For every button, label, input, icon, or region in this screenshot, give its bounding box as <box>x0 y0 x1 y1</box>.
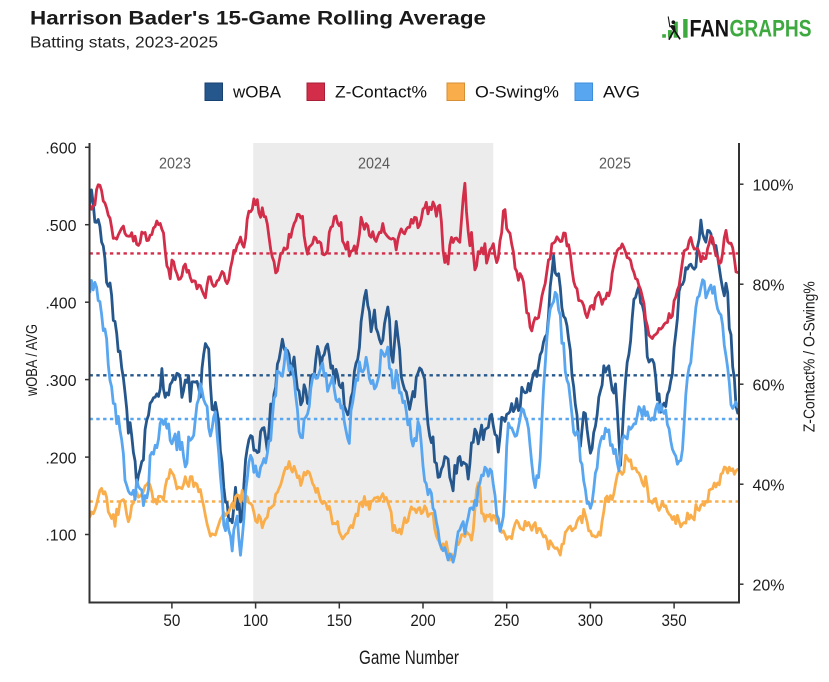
svg-text:Harrison Bader's 15-Game Rolli: Harrison Bader's 15-Game Rolling Average <box>30 8 486 30</box>
svg-text:O-Swing%: O-Swing% <box>475 83 559 101</box>
svg-text:100%: 100% <box>753 177 794 194</box>
svg-text:150: 150 <box>327 611 352 630</box>
svg-text:50: 50 <box>163 611 180 630</box>
svg-text:AVG: AVG <box>603 83 640 101</box>
svg-text:.100: .100 <box>45 528 76 545</box>
svg-text:40%: 40% <box>753 477 785 494</box>
svg-text:Game Number: Game Number <box>359 648 460 669</box>
svg-text:.300: .300 <box>45 373 76 390</box>
svg-text:.200: .200 <box>45 450 76 467</box>
svg-text:Z-Contact% / O-Swing%: Z-Contact% / O-Swing% <box>802 281 819 432</box>
svg-text:Z-Contact%: Z-Contact% <box>335 83 427 101</box>
svg-text:200: 200 <box>410 611 435 630</box>
svg-text:Batting stats, 2023-2025: Batting stats, 2023-2025 <box>30 35 218 52</box>
svg-text:2024: 2024 <box>358 155 390 172</box>
svg-text:350: 350 <box>661 611 686 630</box>
svg-text:wOBA / AVG: wOBA / AVG <box>24 324 41 397</box>
svg-text:.600: .600 <box>45 141 76 158</box>
svg-text:250: 250 <box>494 611 519 630</box>
svg-text:wOBA: wOBA <box>232 83 281 101</box>
svg-text:80%: 80% <box>753 277 785 294</box>
svg-text:2025: 2025 <box>599 155 631 172</box>
svg-text:.400: .400 <box>45 295 76 312</box>
svg-text:60%: 60% <box>753 377 785 394</box>
svg-text:300: 300 <box>578 611 603 630</box>
svg-text:.500: .500 <box>45 218 76 235</box>
svg-text:GRAPHS: GRAPHS <box>730 16 812 43</box>
svg-text:2023: 2023 <box>159 155 191 172</box>
svg-text:100: 100 <box>243 611 268 630</box>
svg-text:20%: 20% <box>753 577 785 594</box>
svg-text:FAN: FAN <box>690 16 730 43</box>
